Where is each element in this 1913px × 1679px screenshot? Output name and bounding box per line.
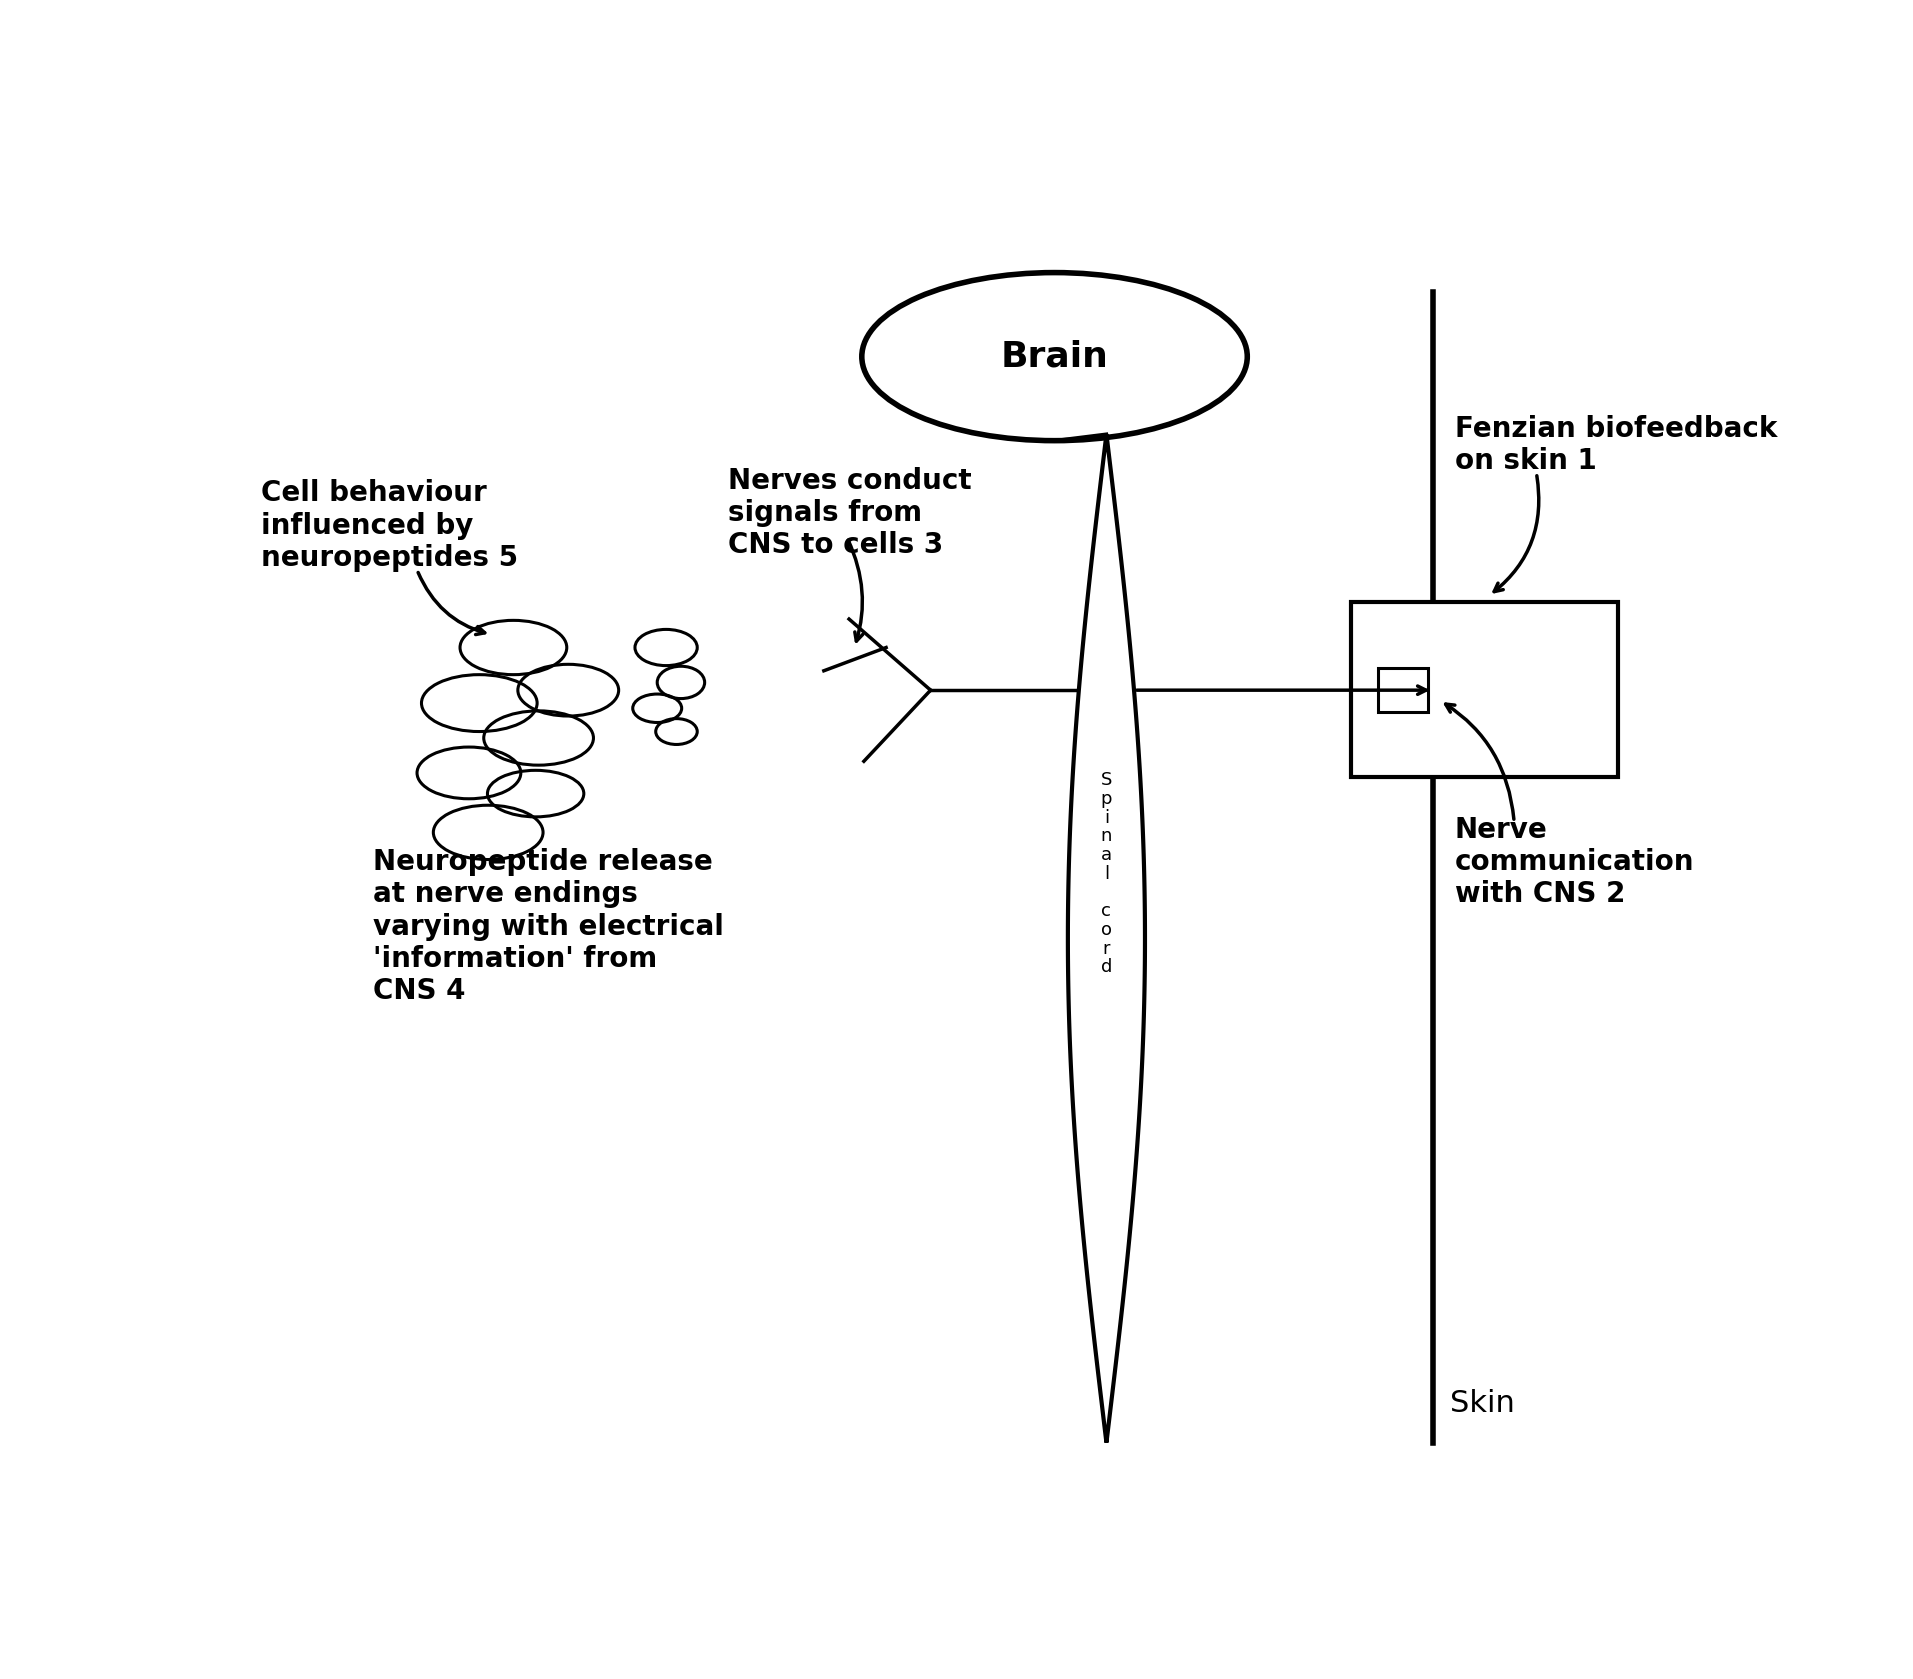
Text: Brain: Brain xyxy=(1000,339,1108,374)
Text: Fenzian biofeedback
on skin 1: Fenzian biofeedback on skin 1 xyxy=(1456,415,1777,475)
Text: Nerve
communication
with CNS 2: Nerve communication with CNS 2 xyxy=(1456,816,1695,908)
Bar xyxy=(1351,603,1618,777)
Ellipse shape xyxy=(863,272,1247,440)
Bar xyxy=(1377,668,1429,712)
Text: Neuropeptide release
at nerve endings
varying with electrical
'information' from: Neuropeptide release at nerve endings va… xyxy=(373,848,723,1006)
Text: Cell behaviour
influenced by
neuropeptides 5: Cell behaviour influenced by neuropeptid… xyxy=(262,480,518,573)
Polygon shape xyxy=(1067,435,1146,1442)
Text: Skin: Skin xyxy=(1450,1389,1515,1419)
Text: S
p
i
n
a
l
 
c
o
r
d: S p i n a l c o r d xyxy=(1100,771,1111,975)
Text: Nerves conduct
signals from
CNS to cells 3: Nerves conduct signals from CNS to cells… xyxy=(729,467,972,559)
